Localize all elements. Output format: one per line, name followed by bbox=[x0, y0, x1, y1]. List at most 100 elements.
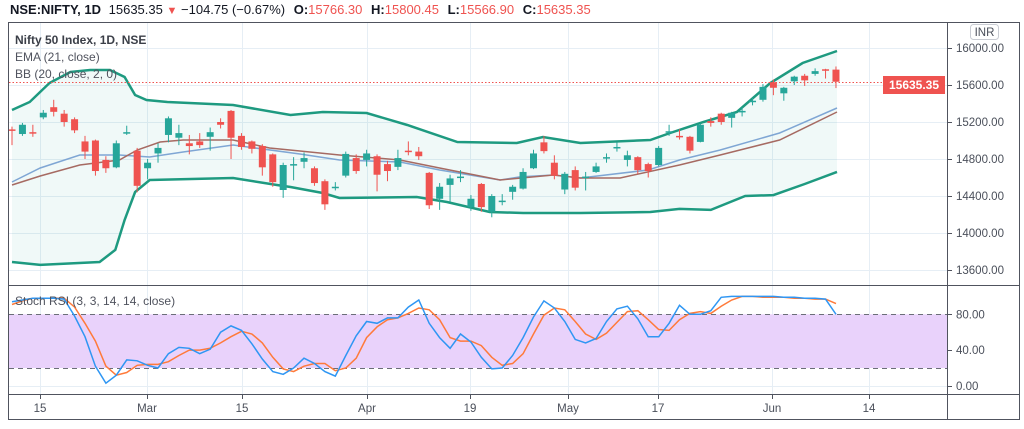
candle[interactable] bbox=[759, 84, 767, 102]
candle-body bbox=[530, 153, 537, 169]
candle[interactable] bbox=[488, 194, 496, 218]
candle[interactable] bbox=[738, 107, 746, 117]
symbol-name[interactable]: NSE:NIFTY, 1D bbox=[10, 2, 102, 17]
candle[interactable] bbox=[477, 183, 485, 212]
ema-legend[interactable]: EMA (21, close) bbox=[15, 50, 100, 64]
candle[interactable] bbox=[571, 166, 579, 191]
candle[interactable] bbox=[749, 97, 757, 106]
candle-body bbox=[801, 75, 809, 81]
candle[interactable] bbox=[383, 160, 391, 182]
candle[interactable] bbox=[175, 124, 183, 146]
candle[interactable] bbox=[696, 123, 704, 143]
candle[interactable] bbox=[81, 135, 89, 159]
candle-body bbox=[582, 176, 590, 179]
candle[interactable] bbox=[540, 135, 548, 154]
candle[interactable] bbox=[623, 150, 631, 167]
candle[interactable] bbox=[446, 174, 454, 202]
candle-body bbox=[769, 82, 777, 88]
candle[interactable] bbox=[279, 162, 287, 198]
main-pane[interactable] bbox=[8, 49, 948, 267]
candle[interactable] bbox=[436, 183, 444, 210]
candle[interactable] bbox=[603, 153, 611, 163]
candle[interactable] bbox=[71, 117, 79, 134]
stoch-axis[interactable]: 80.00 40.00 0.00 bbox=[947, 309, 985, 393]
candle[interactable] bbox=[352, 154, 360, 174]
candle[interactable] bbox=[206, 127, 214, 151]
candle[interactable] bbox=[456, 170, 464, 183]
candle[interactable] bbox=[91, 139, 99, 176]
candle[interactable] bbox=[300, 152, 308, 169]
candle[interactable] bbox=[394, 149, 402, 171]
candle[interactable] bbox=[290, 157, 298, 181]
price-tick-label: 15200.00 bbox=[956, 117, 1004, 129]
candle[interactable] bbox=[498, 194, 506, 206]
candle-body bbox=[394, 158, 402, 167]
candle[interactable] bbox=[331, 182, 339, 191]
candle[interactable] bbox=[717, 112, 725, 125]
candle[interactable] bbox=[112, 140, 120, 169]
price-axis[interactable]: 16000.00 15600.00 15200.00 14800.00 14400.00… bbox=[947, 43, 1004, 277]
candle[interactable] bbox=[196, 133, 204, 148]
candle[interactable] bbox=[811, 68, 819, 76]
candle[interactable] bbox=[18, 122, 26, 136]
candle[interactable] bbox=[154, 143, 162, 163]
candle[interactable] bbox=[237, 133, 245, 150]
candle[interactable] bbox=[133, 147, 141, 193]
candle[interactable] bbox=[665, 124, 673, 136]
stoch-rsi-pane[interactable] bbox=[9, 295, 947, 385]
candle[interactable] bbox=[655, 146, 663, 167]
candle[interactable] bbox=[822, 68, 830, 79]
candle[interactable] bbox=[269, 153, 277, 187]
candle[interactable] bbox=[342, 151, 350, 178]
candle[interactable] bbox=[592, 162, 600, 173]
candle[interactable] bbox=[769, 79, 777, 96]
candle[interactable] bbox=[425, 171, 433, 209]
candle[interactable] bbox=[363, 149, 371, 167]
candle[interactable] bbox=[102, 156, 110, 173]
candle[interactable] bbox=[310, 166, 318, 186]
candle[interactable] bbox=[60, 109, 68, 127]
candle[interactable] bbox=[467, 195, 475, 211]
stoch-legend[interactable]: Stoch RSI (3, 3, 14, 14, close) bbox=[15, 294, 175, 308]
candle[interactable] bbox=[801, 73, 809, 86]
candle[interactable] bbox=[164, 116, 172, 143]
candle[interactable] bbox=[550, 155, 558, 180]
candle[interactable] bbox=[39, 109, 47, 120]
candle[interactable] bbox=[561, 171, 569, 195]
candle[interactable] bbox=[613, 142, 621, 152]
candle[interactable] bbox=[321, 179, 329, 210]
candle[interactable] bbox=[509, 184, 517, 200]
candle[interactable] bbox=[707, 117, 715, 127]
candle[interactable] bbox=[686, 135, 694, 154]
candle[interactable] bbox=[29, 124, 37, 137]
candle[interactable] bbox=[217, 118, 225, 129]
candle[interactable] bbox=[144, 159, 152, 180]
candle[interactable] bbox=[728, 111, 736, 128]
candle[interactable] bbox=[8, 126, 16, 146]
candle[interactable] bbox=[415, 146, 423, 160]
candle[interactable] bbox=[185, 134, 193, 155]
candle[interactable] bbox=[780, 86, 788, 101]
close-value: 15635.35 bbox=[536, 2, 591, 17]
candle[interactable] bbox=[519, 168, 527, 190]
currency-badge[interactable]: INR bbox=[970, 24, 999, 40]
candle[interactable] bbox=[373, 154, 381, 192]
candle[interactable] bbox=[50, 99, 58, 117]
bb-legend[interactable]: BB (20, close, 2, 0) bbox=[15, 67, 117, 81]
candle[interactable] bbox=[258, 144, 266, 176]
candle[interactable] bbox=[582, 171, 590, 191]
candle[interactable] bbox=[644, 162, 652, 178]
candle[interactable] bbox=[634, 156, 642, 174]
candle[interactable] bbox=[790, 75, 798, 85]
candle[interactable] bbox=[123, 125, 131, 135]
candle-body bbox=[342, 153, 350, 176]
time-axis[interactable]: 15 Mar 15 Apr 19 May 17 Jun 14 bbox=[34, 394, 876, 415]
candle[interactable] bbox=[404, 141, 412, 156]
candle[interactable] bbox=[227, 109, 235, 159]
chart-title[interactable]: Nifty 50 Index, 1D, NSE bbox=[15, 33, 146, 47]
candle[interactable] bbox=[676, 129, 684, 140]
candle[interactable] bbox=[248, 140, 256, 154]
candle[interactable] bbox=[530, 149, 537, 170]
candle[interactable] bbox=[832, 66, 840, 89]
